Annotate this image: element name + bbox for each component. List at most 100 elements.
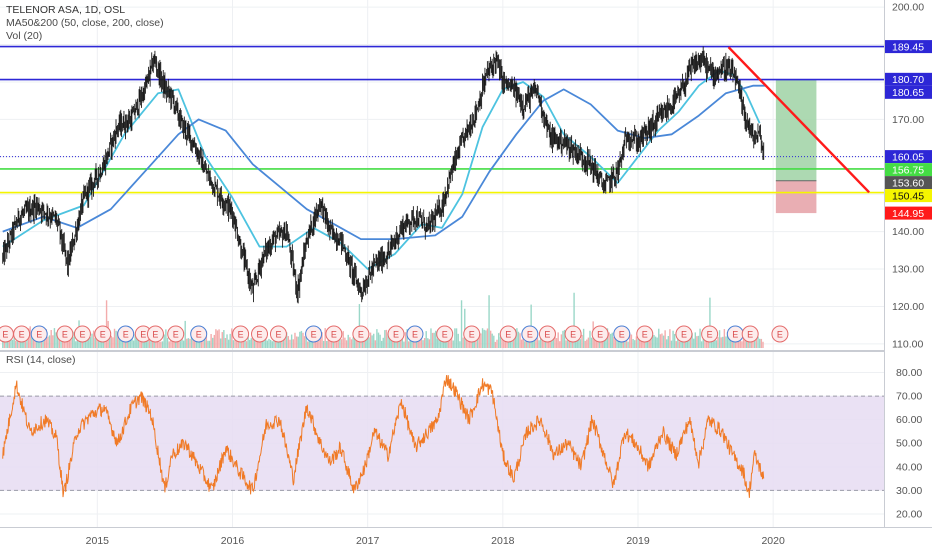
earnings-marker[interactable]: E (134, 325, 152, 343)
earnings-marker[interactable]: E (741, 325, 759, 343)
earnings-circle[interactable] (305, 325, 323, 343)
earnings-marker[interactable]: E (499, 325, 517, 343)
volume-bar (53, 328, 56, 348)
earnings-marker[interactable]: E (269, 325, 287, 343)
earnings-marker[interactable]: E (251, 325, 269, 343)
earnings-label: E (173, 330, 179, 340)
earnings-marker[interactable]: E (325, 325, 343, 343)
earnings-marker[interactable]: E (613, 325, 631, 343)
earnings-circle[interactable] (325, 325, 343, 343)
earnings-marker[interactable]: E (305, 325, 323, 343)
earnings-circle[interactable] (13, 325, 31, 343)
earnings-circle[interactable] (499, 325, 517, 343)
volume-bar (527, 336, 529, 348)
earnings-circle[interactable] (94, 325, 112, 343)
earnings-circle[interactable] (538, 325, 556, 343)
price-tick-label: 130.00 (892, 264, 924, 276)
earnings-circle[interactable] (406, 325, 424, 343)
earnings-marker[interactable]: E (146, 325, 164, 343)
earnings-marker[interactable]: E (675, 325, 693, 343)
time-axis[interactable]: 2015 2016 2017 2018 2019 2020 (86, 535, 785, 547)
earnings-marker[interactable]: E (13, 325, 31, 343)
earnings-circle[interactable] (117, 325, 135, 343)
position-stop-zone[interactable] (775, 180, 817, 214)
earnings-circle[interactable] (167, 325, 185, 343)
earnings-marker[interactable]: E (463, 325, 481, 343)
earnings-marker[interactable]: E (56, 325, 74, 343)
earnings-circle[interactable] (521, 325, 539, 343)
earnings-circle[interactable] (564, 325, 582, 343)
earnings-marker[interactable]: E (701, 325, 719, 343)
earnings-circle[interactable] (436, 325, 454, 343)
earnings-circle[interactable] (613, 325, 631, 343)
rsi-band (0, 395, 884, 491)
legend-rsi-label[interactable]: RSI (14, close) (6, 354, 76, 366)
volume-bar (673, 333, 676, 348)
earnings-circle[interactable] (146, 325, 164, 343)
earnings-marker[interactable]: E (73, 325, 91, 343)
earnings-circle[interactable] (636, 325, 654, 343)
rsi-tick-label: 50.00 (896, 438, 922, 450)
volume-bar (89, 337, 92, 348)
time-tick-label: 2019 (626, 535, 650, 547)
legend-symbol[interactable]: TELENOR ASA, 1D, OSL (6, 4, 126, 16)
earnings-marker[interactable]: E (726, 325, 744, 343)
long-position-box[interactable] (775, 79, 817, 214)
volume-bar (307, 341, 309, 348)
earnings-marker[interactable]: E (564, 325, 582, 343)
volume-bar (396, 341, 399, 348)
earnings-circle[interactable] (352, 325, 370, 343)
earnings-circle[interactable] (251, 325, 269, 343)
earnings-marker[interactable]: E (771, 325, 789, 343)
earnings-circle[interactable] (463, 325, 481, 343)
earnings-circle[interactable] (269, 325, 287, 343)
earnings-circle[interactable] (30, 325, 48, 343)
earnings-circle[interactable] (73, 325, 91, 343)
legend-ma[interactable]: MA50&200 (50, close, 200, close) (6, 17, 164, 29)
rsi-axis[interactable]: 20.00 30.00 40.00 50.00 60.00 70.00 80.00 (896, 367, 922, 520)
earnings-marker[interactable]: E (167, 325, 185, 343)
trendline[interactable] (727, 46, 870, 194)
trendline-down[interactable] (727, 46, 870, 194)
earnings-marker[interactable]: E (190, 325, 208, 343)
earnings-marker[interactable]: E (636, 325, 654, 343)
volume-bar (105, 300, 108, 348)
legend-volume[interactable]: Vol (20) (6, 30, 43, 42)
volume-bar (476, 337, 479, 348)
volume-bar (709, 297, 711, 348)
earnings-label: E (331, 330, 337, 340)
earnings-marker[interactable]: E (591, 325, 609, 343)
earnings-circle[interactable] (741, 325, 759, 343)
volume-bar (694, 332, 697, 348)
rsi-tick-label: 80.00 (896, 367, 922, 379)
volume-bar (213, 334, 216, 348)
earnings-circle[interactable] (190, 325, 208, 343)
earnings-circle[interactable] (591, 325, 609, 343)
price-tick-label: 110.00 (892, 338, 923, 350)
earnings-marker[interactable]: E (538, 325, 556, 343)
volume-bar (303, 336, 306, 348)
volume-bar (543, 336, 545, 348)
earnings-circle[interactable] (56, 325, 74, 343)
earnings-circle[interactable] (771, 325, 789, 343)
earnings-circle[interactable] (387, 325, 405, 343)
earnings-marker[interactable]: E (0, 325, 14, 343)
earnings-marker[interactable]: E (352, 325, 370, 343)
earnings-circle[interactable] (675, 325, 693, 343)
earnings-marker[interactable]: E (387, 325, 405, 343)
earnings-marker[interactable]: E (232, 325, 250, 343)
earnings-marker[interactable]: E (94, 325, 112, 343)
earnings-marker[interactable]: E (30, 325, 48, 343)
volume-bar (473, 338, 476, 348)
earnings-marker[interactable]: E (406, 325, 424, 343)
volume-bar (352, 337, 354, 348)
earnings-circle[interactable] (232, 325, 250, 343)
earnings-marker[interactable]: E (117, 325, 135, 343)
earnings-label: E (123, 330, 129, 340)
earnings-marker[interactable]: E (521, 325, 539, 343)
earnings-circle[interactable] (701, 325, 719, 343)
earnings-marker[interactable]: E (436, 325, 454, 343)
volume-bar (339, 332, 341, 348)
